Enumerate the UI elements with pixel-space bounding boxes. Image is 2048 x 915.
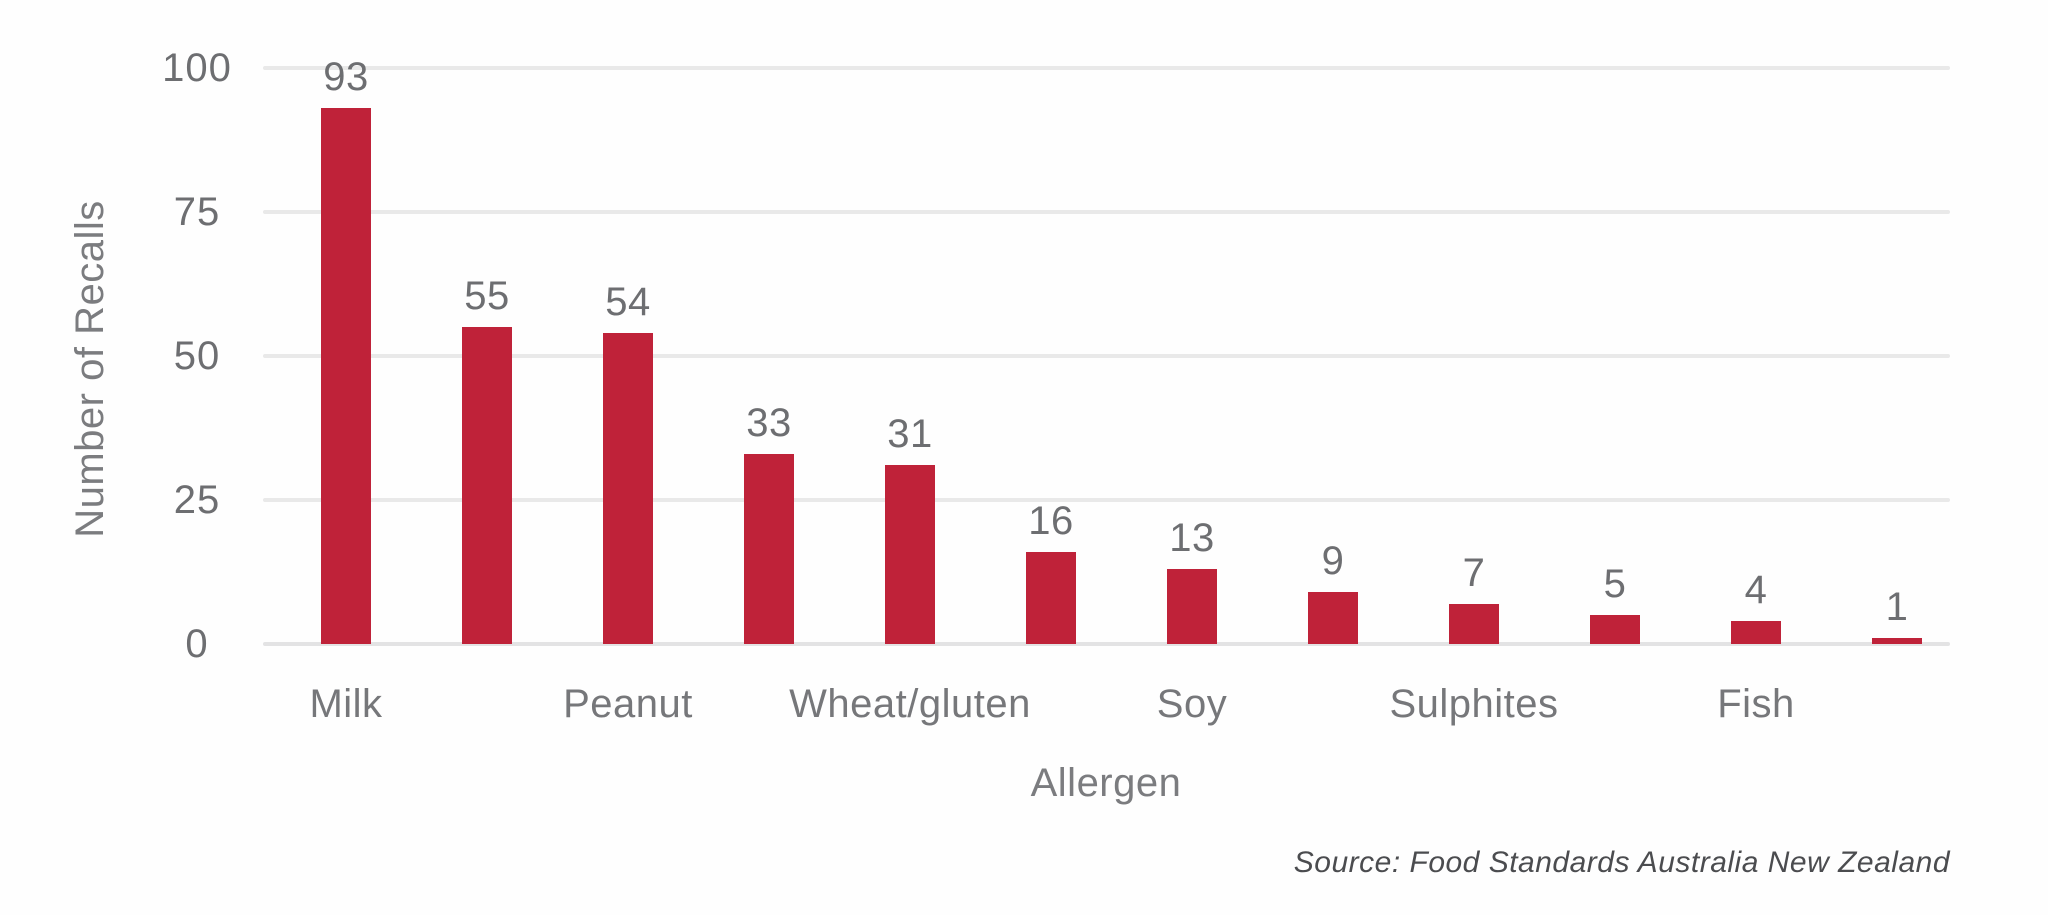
bar-value-label: 1	[1885, 585, 1909, 630]
y-tick-label-25: 25	[173, 478, 221, 522]
bar-Soy	[1167, 569, 1217, 644]
bar-value-label: 9	[1321, 539, 1345, 584]
bar-Milk	[321, 108, 371, 644]
source-note: Source: Food Standards Australia New Zea…	[1293, 846, 1950, 879]
x-category-label-peanut: Peanut	[563, 682, 693, 726]
bar-value-label: 33	[746, 400, 792, 445]
bar-value-label: 16	[1028, 498, 1074, 543]
bar-value-label: 7	[1462, 550, 1486, 595]
plot-area: 93 55 54 33 31 16 13 9 7 5 4 1	[263, 55, 1950, 646]
gridline-y-0	[263, 642, 1950, 646]
x-axis-title: Allergen	[1030, 761, 1182, 805]
y-tick-label-75: 75	[173, 190, 221, 234]
bar-value-1	[1872, 638, 1922, 644]
bar-value-label: 93	[323, 55, 369, 100]
bar-Peanut	[603, 332, 653, 644]
bar-value-55	[462, 327, 512, 644]
x-category-label-milk: Milk	[309, 682, 383, 726]
bar-value-label: 13	[1169, 516, 1215, 561]
gridline-y-25	[263, 498, 1950, 502]
bar-value-label: 54	[605, 279, 651, 324]
y-tick-label-100: 100	[162, 46, 232, 90]
bar-value-16	[1026, 551, 1076, 644]
bar-value-9	[1308, 592, 1358, 644]
bar-Sulphites	[1449, 603, 1499, 644]
gridline-y-75	[263, 210, 1950, 214]
bar-value-label: 4	[1744, 567, 1768, 612]
x-category-label-soy: Soy	[1156, 682, 1228, 726]
x-category-label-fish: Fish	[1717, 682, 1795, 726]
y-tick-label-0: 0	[185, 622, 209, 666]
x-category-label-wheat-gluten: Wheat/gluten	[789, 682, 1031, 726]
bar-value-label: 5	[1603, 562, 1627, 607]
bar-value-33	[744, 453, 794, 644]
gridline-y-100	[263, 66, 1950, 70]
bar-value-label: 55	[464, 274, 510, 319]
bar-value-label: 31	[887, 412, 933, 457]
bar-Fish	[1731, 620, 1781, 644]
bar-Wheat/gluten	[885, 465, 935, 644]
x-category-label-sulphites: Sulphites	[1389, 682, 1559, 726]
gridline-y-50	[263, 354, 1950, 358]
bar-value-5	[1590, 615, 1640, 644]
y-tick-label-50: 50	[173, 334, 221, 378]
